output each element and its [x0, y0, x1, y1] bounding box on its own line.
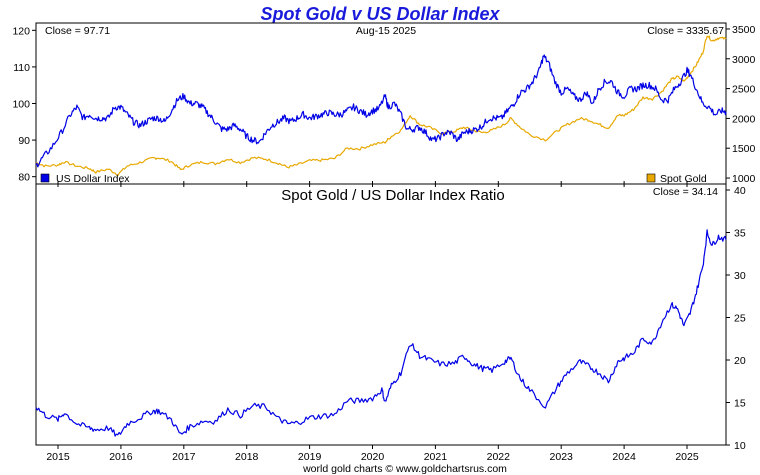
ratio-close-label: Close = 34.14 — [653, 186, 718, 198]
right-axis-tick-label: 2000 — [732, 113, 756, 125]
x-axis-tick-label: 2024 — [612, 451, 636, 463]
bottom-panel-series — [35, 229, 727, 437]
x-axis-tick-label: 2023 — [550, 451, 574, 463]
chart-date-label: Aug-15 2025 — [356, 25, 416, 37]
ratio-axis-tick-label: 10 — [734, 440, 746, 452]
ratio-axis-tick-label: 35 — [734, 228, 746, 240]
x-axis-tick-label: 2022 — [487, 451, 511, 463]
ratio-title: Spot Gold / US Dollar Index Ratio — [281, 187, 504, 204]
x-axis-tick-label: 2020 — [361, 451, 385, 463]
ratio-axis-tick-label: 25 — [734, 313, 746, 325]
right-axis-tick-label: 1000 — [732, 173, 756, 185]
footer-credit: world gold charts © www.goldchartsrus.co… — [302, 463, 507, 475]
legend-swatch-dollar — [40, 173, 50, 183]
x-axis-tick-label: 2019 — [298, 451, 322, 463]
ratio-axis-tick-label: 40 — [734, 185, 746, 197]
left-axis-tick-label: 110 — [13, 62, 30, 74]
dollar-series-line — [35, 54, 727, 168]
x-axis-years: 2015 2016 2017 2018 2019 2020 2021 2022 2023 2024… — [46, 181, 699, 463]
top-panel-series — [35, 35, 727, 177]
right-axis-tick-label: 2500 — [732, 84, 756, 96]
chart-title: Spot Gold v US Dollar Index — [260, 4, 500, 24]
dollar-close-label: Close = 97.71 — [45, 25, 110, 37]
legend-label-gold: Spot Gold — [660, 173, 707, 185]
x-axis-tick-label: 2021 — [424, 451, 448, 463]
left-axis-tick-label: 80 — [18, 172, 30, 184]
bottom-panel-axes: 10 15 20 25 30 35 40 — [726, 185, 746, 452]
ratio-series-line — [35, 229, 727, 437]
top-panel-axes: 80 90 100 110 120 1000 1500 2000 2500 3000 3500 — [12, 24, 755, 185]
gold-close-label: Close = 3335.67 — [647, 25, 724, 37]
bottom-panel-frame — [35, 183, 727, 446]
ratio-axis-tick-label: 15 — [734, 398, 746, 410]
ratio-axis-tick-label: 20 — [734, 355, 746, 367]
legend-swatch-gold — [646, 173, 656, 183]
gold-series-line — [35, 35, 727, 177]
x-axis-tick-label: 2018 — [235, 451, 259, 463]
x-axis-tick-label: 2016 — [109, 451, 133, 463]
legend-label-dollar: US Dollar Index — [56, 173, 130, 185]
x-axis-tick-label: 2017 — [172, 451, 196, 463]
x-axis-tick-label: 2015 — [46, 451, 70, 463]
left-axis-tick-label: 90 — [18, 135, 30, 147]
right-axis-tick-label: 1500 — [732, 143, 756, 155]
left-axis-tick-label: 100 — [12, 99, 30, 111]
right-axis-tick-label: 3500 — [732, 24, 756, 36]
right-axis-tick-label: 3000 — [732, 54, 756, 66]
x-axis-tick-label: 2025 — [675, 451, 699, 463]
ratio-axis-tick-label: 30 — [734, 270, 746, 282]
left-axis-tick-label: 120 — [12, 25, 30, 37]
